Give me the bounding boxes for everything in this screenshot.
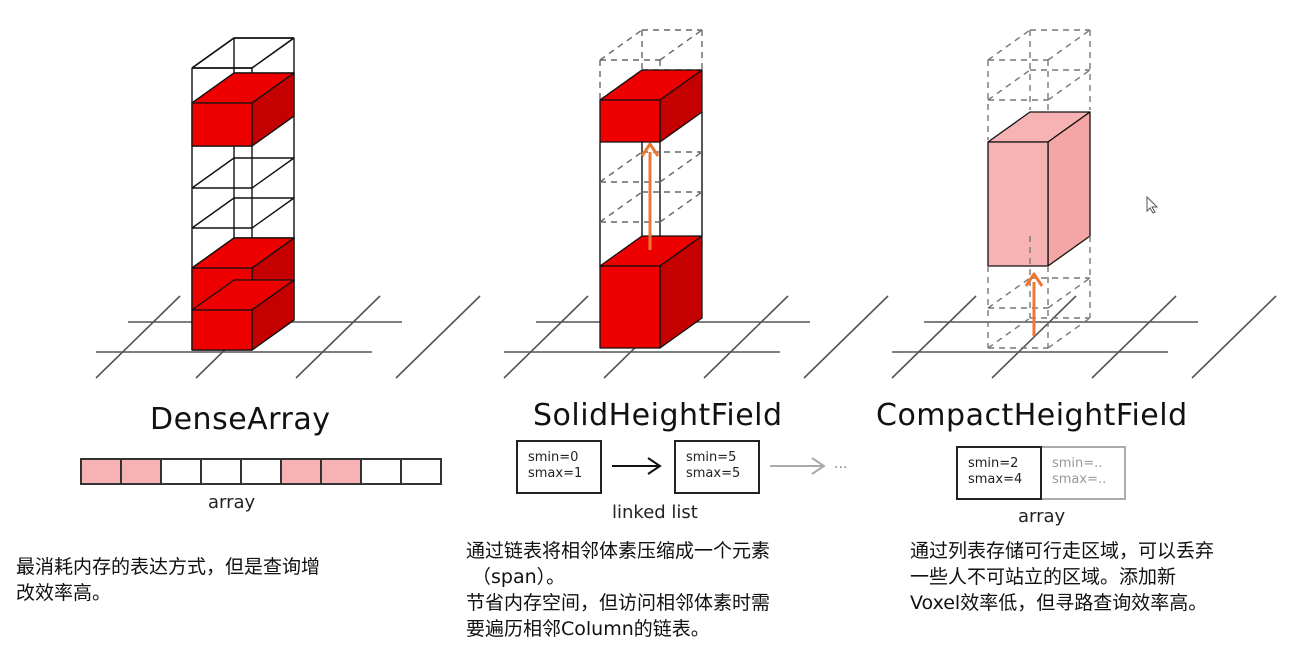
cell-smax: smax=.. [1052,472,1107,487]
array-cell [242,460,282,483]
node-smin: smin=5 [686,450,737,465]
array-cell [402,460,440,483]
compact-heightfield-caption: array [1018,506,1066,527]
solid-heightfield-title: SolidHeightField [533,398,783,433]
solid-level-edge [659,29,703,61]
compact-array-cell: smin=2 smax=4 [956,446,1042,500]
node-smax: smax=5 [686,466,741,481]
compact-level-edge [1047,69,1091,101]
cell-smin: smin=2 [968,456,1019,471]
desc-line: 节省内存空间，但访问相邻体素时需 [466,592,771,614]
cell-smax: smax=4 [968,472,1023,487]
desc-line: 改效率高。 [16,582,112,604]
array-cell [82,460,122,483]
dense-level-edge [251,197,295,229]
array-cell [282,460,322,483]
grid-line [1191,295,1277,379]
node-smax: smax=1 [528,466,583,481]
grid-line [1091,295,1177,379]
compact-level-edge [987,277,1031,309]
solid-heightfield-description: 通过链表将相邻体素压缩成一个元素 （span）。 节省内存空间，但访问相邻体素时… [466,538,770,642]
dense-array-caption: array [208,492,256,513]
compact-open-span-front [987,141,1049,267]
compact-level-edge [1047,317,1091,349]
desc-line: （span）。 [472,566,566,588]
grid-line [95,295,181,379]
desc-line: 要遍历相邻Column的链表。 [466,618,710,640]
array-cell [322,460,362,483]
cursor-icon [1146,195,1159,214]
solid-level-edge [659,191,703,223]
grid-line [295,295,381,379]
list-link-arrow-head [647,457,662,475]
linked-list-node: smin=0 smax=1 [516,440,602,494]
compact-span-arrow-head [1024,272,1044,287]
dense-level-edge [251,37,295,69]
dense-array-description: 最消耗内存的表达方式，但是查询增 改效率高。 [16,554,320,606]
node-smin: smin=0 [528,450,579,465]
cell-smin: smin=.. [1052,456,1103,471]
compact-array-cell: smin=.. smax=.. [1042,446,1126,500]
desc-line: 一些人不可站立的区域。添加新 [910,566,1177,588]
solid-level-edge [599,29,643,61]
dense-level-edge [191,197,235,229]
grid-line [991,295,1077,379]
grid-line [703,295,789,379]
desc-line: 通过列表存储可行走区域，可以丢弃 [910,540,1215,562]
array-cell [162,460,202,483]
solid-level-edge [599,151,643,183]
compact-level-edge [1047,277,1091,309]
dense-level-edge [191,37,235,69]
desc-line: Voxel效率低，但寻路查询效率高。 [910,592,1208,614]
desc-line: 最消耗内存的表达方式，但是查询增 [16,556,321,578]
dense-array-title: DenseArray [150,402,331,437]
compact-level-edge [987,29,1031,61]
dense-voxel-front [191,102,253,147]
compact-level-edge [987,317,1031,349]
compact-level-edge [1047,29,1091,61]
solid-heightfield-caption: linked list [612,502,698,523]
grid-line [503,295,589,379]
linked-list-ellipsis: ... [834,456,848,472]
grid-line [803,295,889,379]
dense-voxel-top [191,237,295,269]
solid-span-front [599,99,661,143]
solid-level-edge [659,151,703,183]
array-cell [202,460,242,483]
list-next-arrow-head [811,457,826,475]
desc-line: 通过链表将相邻体素压缩成一个元素 [466,540,771,562]
compact-heightfield-title: CompactHeightField [876,398,1188,433]
array-cell [122,460,162,483]
solid-level-edge [599,191,643,223]
dense-level-edge [251,157,295,189]
array-cell [362,460,402,483]
dense-array-strip [80,458,442,485]
grid-line [891,295,977,379]
dense-voxel-front [191,309,253,351]
dense-level-edge [191,157,235,189]
linked-list-node: smin=5 smax=5 [674,440,760,494]
compact-heightfield-description: 通过列表存储可行走区域，可以丢弃 一些人不可站立的区域。添加新 Voxel效率低… [910,538,1214,616]
compact-level-edge [987,69,1031,101]
solid-span-front [599,265,661,349]
grid-line [395,295,481,379]
solid-span-link-arrow-head [640,142,660,157]
